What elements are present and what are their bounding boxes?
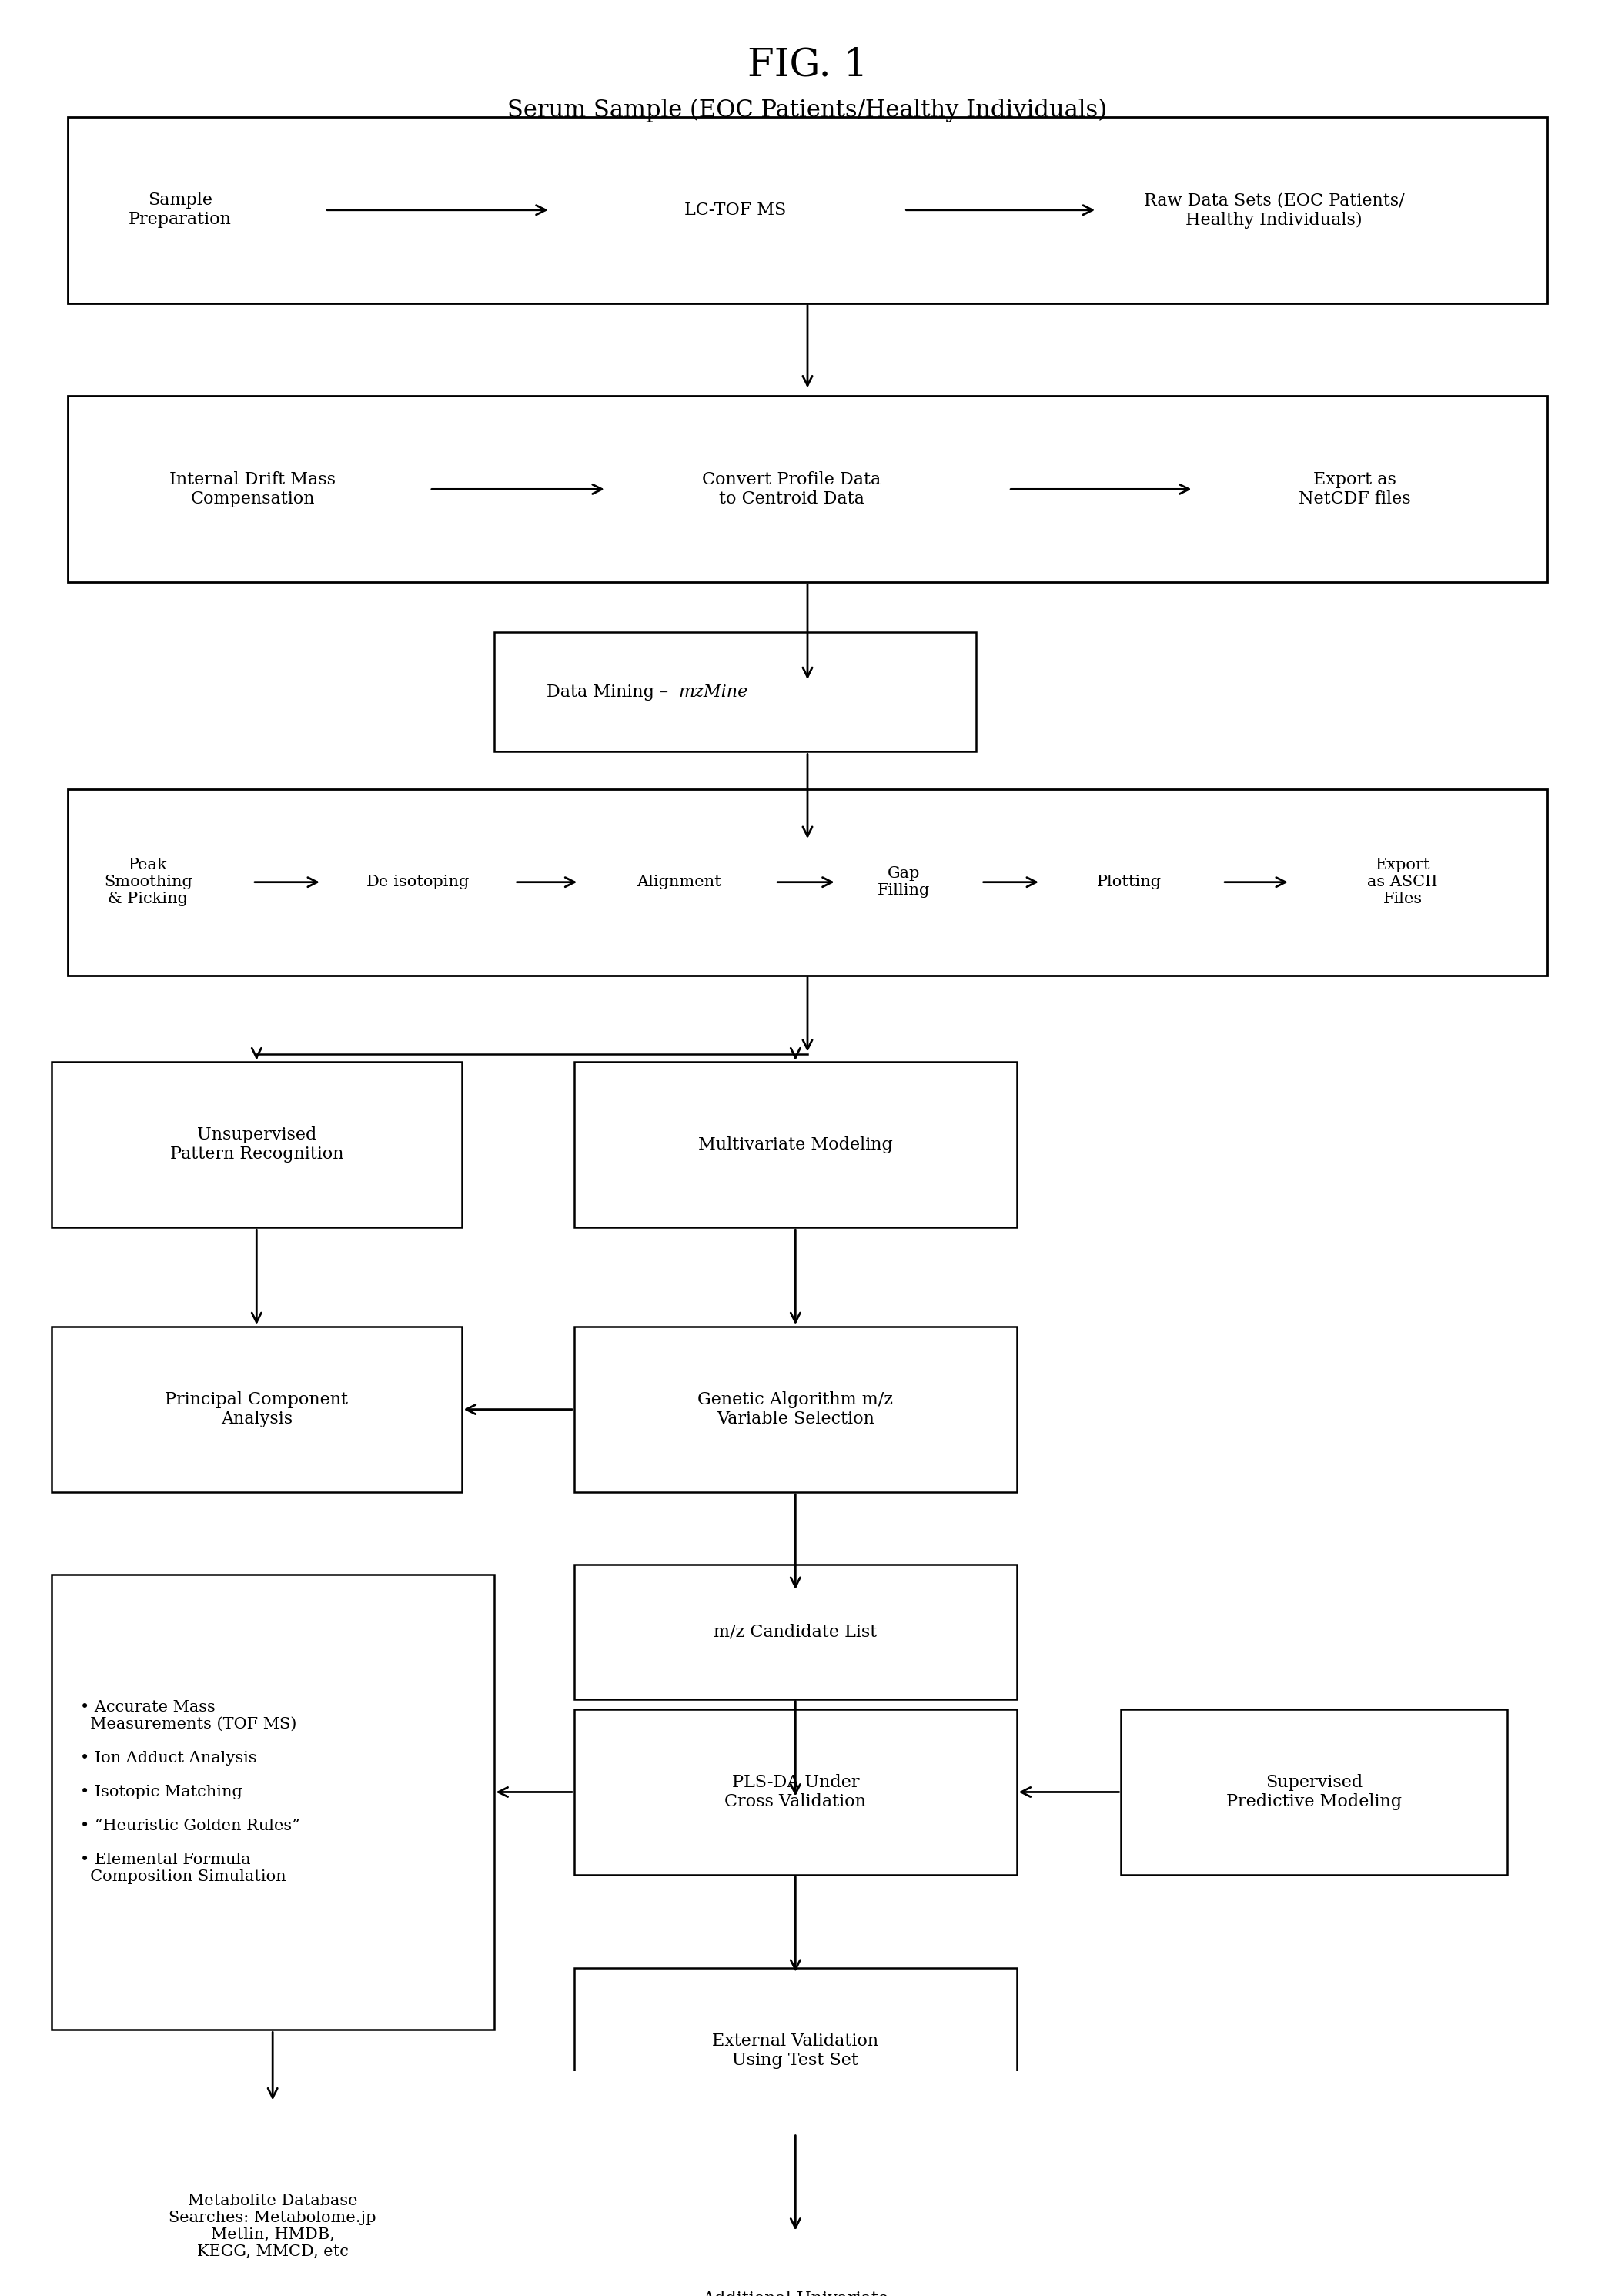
Text: External Validation
Using Test Set: External Validation Using Test Set	[712, 2032, 879, 2069]
FancyBboxPatch shape	[68, 117, 1547, 303]
Text: FIG. 1: FIG. 1	[748, 46, 867, 85]
FancyBboxPatch shape	[494, 631, 977, 751]
Text: Genetic Algorithm m/z
Variable Selection: Genetic Algorithm m/z Variable Selection	[698, 1391, 893, 1428]
Text: Data Mining –: Data Mining –	[547, 684, 673, 700]
FancyBboxPatch shape	[575, 2227, 1016, 2296]
Text: LC-TOF MS: LC-TOF MS	[685, 202, 787, 218]
Text: Unsupervised
Pattern Recognition: Unsupervised Pattern Recognition	[170, 1127, 344, 1164]
FancyBboxPatch shape	[575, 1063, 1016, 1228]
Text: Sample
Preparation: Sample Preparation	[129, 193, 231, 227]
Text: Export as
NetCDF files: Export as NetCDF files	[1298, 471, 1410, 507]
Text: Principal Component
Analysis: Principal Component Analysis	[165, 1391, 349, 1428]
Text: Serum Sample (EOC Patients/Healthy Individuals): Serum Sample (EOC Patients/Healthy Indiv…	[507, 99, 1108, 122]
Text: Metabolite Database
Searches: Metabolome.jp
Metlin, HMDB,
KEGG, MMCD, etc: Metabolite Database Searches: Metabolome…	[170, 2193, 376, 2259]
FancyBboxPatch shape	[575, 1564, 1016, 1699]
Text: Alignment: Alignment	[636, 875, 720, 889]
Text: Multivariate Modeling: Multivariate Modeling	[698, 1137, 893, 1153]
FancyBboxPatch shape	[575, 1968, 1016, 2133]
FancyBboxPatch shape	[52, 2112, 494, 2296]
Text: mzMine: mzMine	[678, 684, 748, 700]
FancyBboxPatch shape	[52, 1575, 494, 2030]
FancyBboxPatch shape	[1121, 1708, 1507, 1876]
Text: Gap
Filling: Gap Filling	[877, 866, 930, 898]
Text: De-isotoping: De-isotoping	[367, 875, 470, 889]
Text: Supervised
Predictive Modeling: Supervised Predictive Modeling	[1226, 1775, 1402, 1809]
Text: Additional Univariate
Statistical Testing: Additional Univariate Statistical Testin…	[703, 2291, 888, 2296]
FancyBboxPatch shape	[575, 1708, 1016, 1876]
FancyBboxPatch shape	[52, 1063, 462, 1228]
Text: PLS-DA Under
Cross Validation: PLS-DA Under Cross Validation	[725, 1775, 866, 1809]
Text: Internal Drift Mass
Compensation: Internal Drift Mass Compensation	[170, 471, 336, 507]
Text: Convert Profile Data
to Centroid Data: Convert Profile Data to Centroid Data	[703, 471, 880, 507]
Text: m/z Candidate List: m/z Candidate List	[714, 1623, 877, 1639]
Text: Plotting: Plotting	[1097, 875, 1161, 889]
Text: Peak
Smoothing
& Picking: Peak Smoothing & Picking	[103, 859, 192, 907]
FancyBboxPatch shape	[68, 790, 1547, 976]
FancyBboxPatch shape	[575, 1327, 1016, 1492]
FancyBboxPatch shape	[52, 1327, 462, 1492]
Text: • Accurate Mass
  Measurements (TOF MS)

• Ion Adduct Analysis

• Isotopic Match: • Accurate Mass Measurements (TOF MS) • …	[81, 1699, 300, 1885]
FancyBboxPatch shape	[68, 397, 1547, 583]
Text: Raw Data Sets (EOC Patients/
Healthy Individuals): Raw Data Sets (EOC Patients/ Healthy Ind…	[1143, 193, 1405, 227]
Text: Export
as ASCII
Files: Export as ASCII Files	[1368, 859, 1437, 907]
